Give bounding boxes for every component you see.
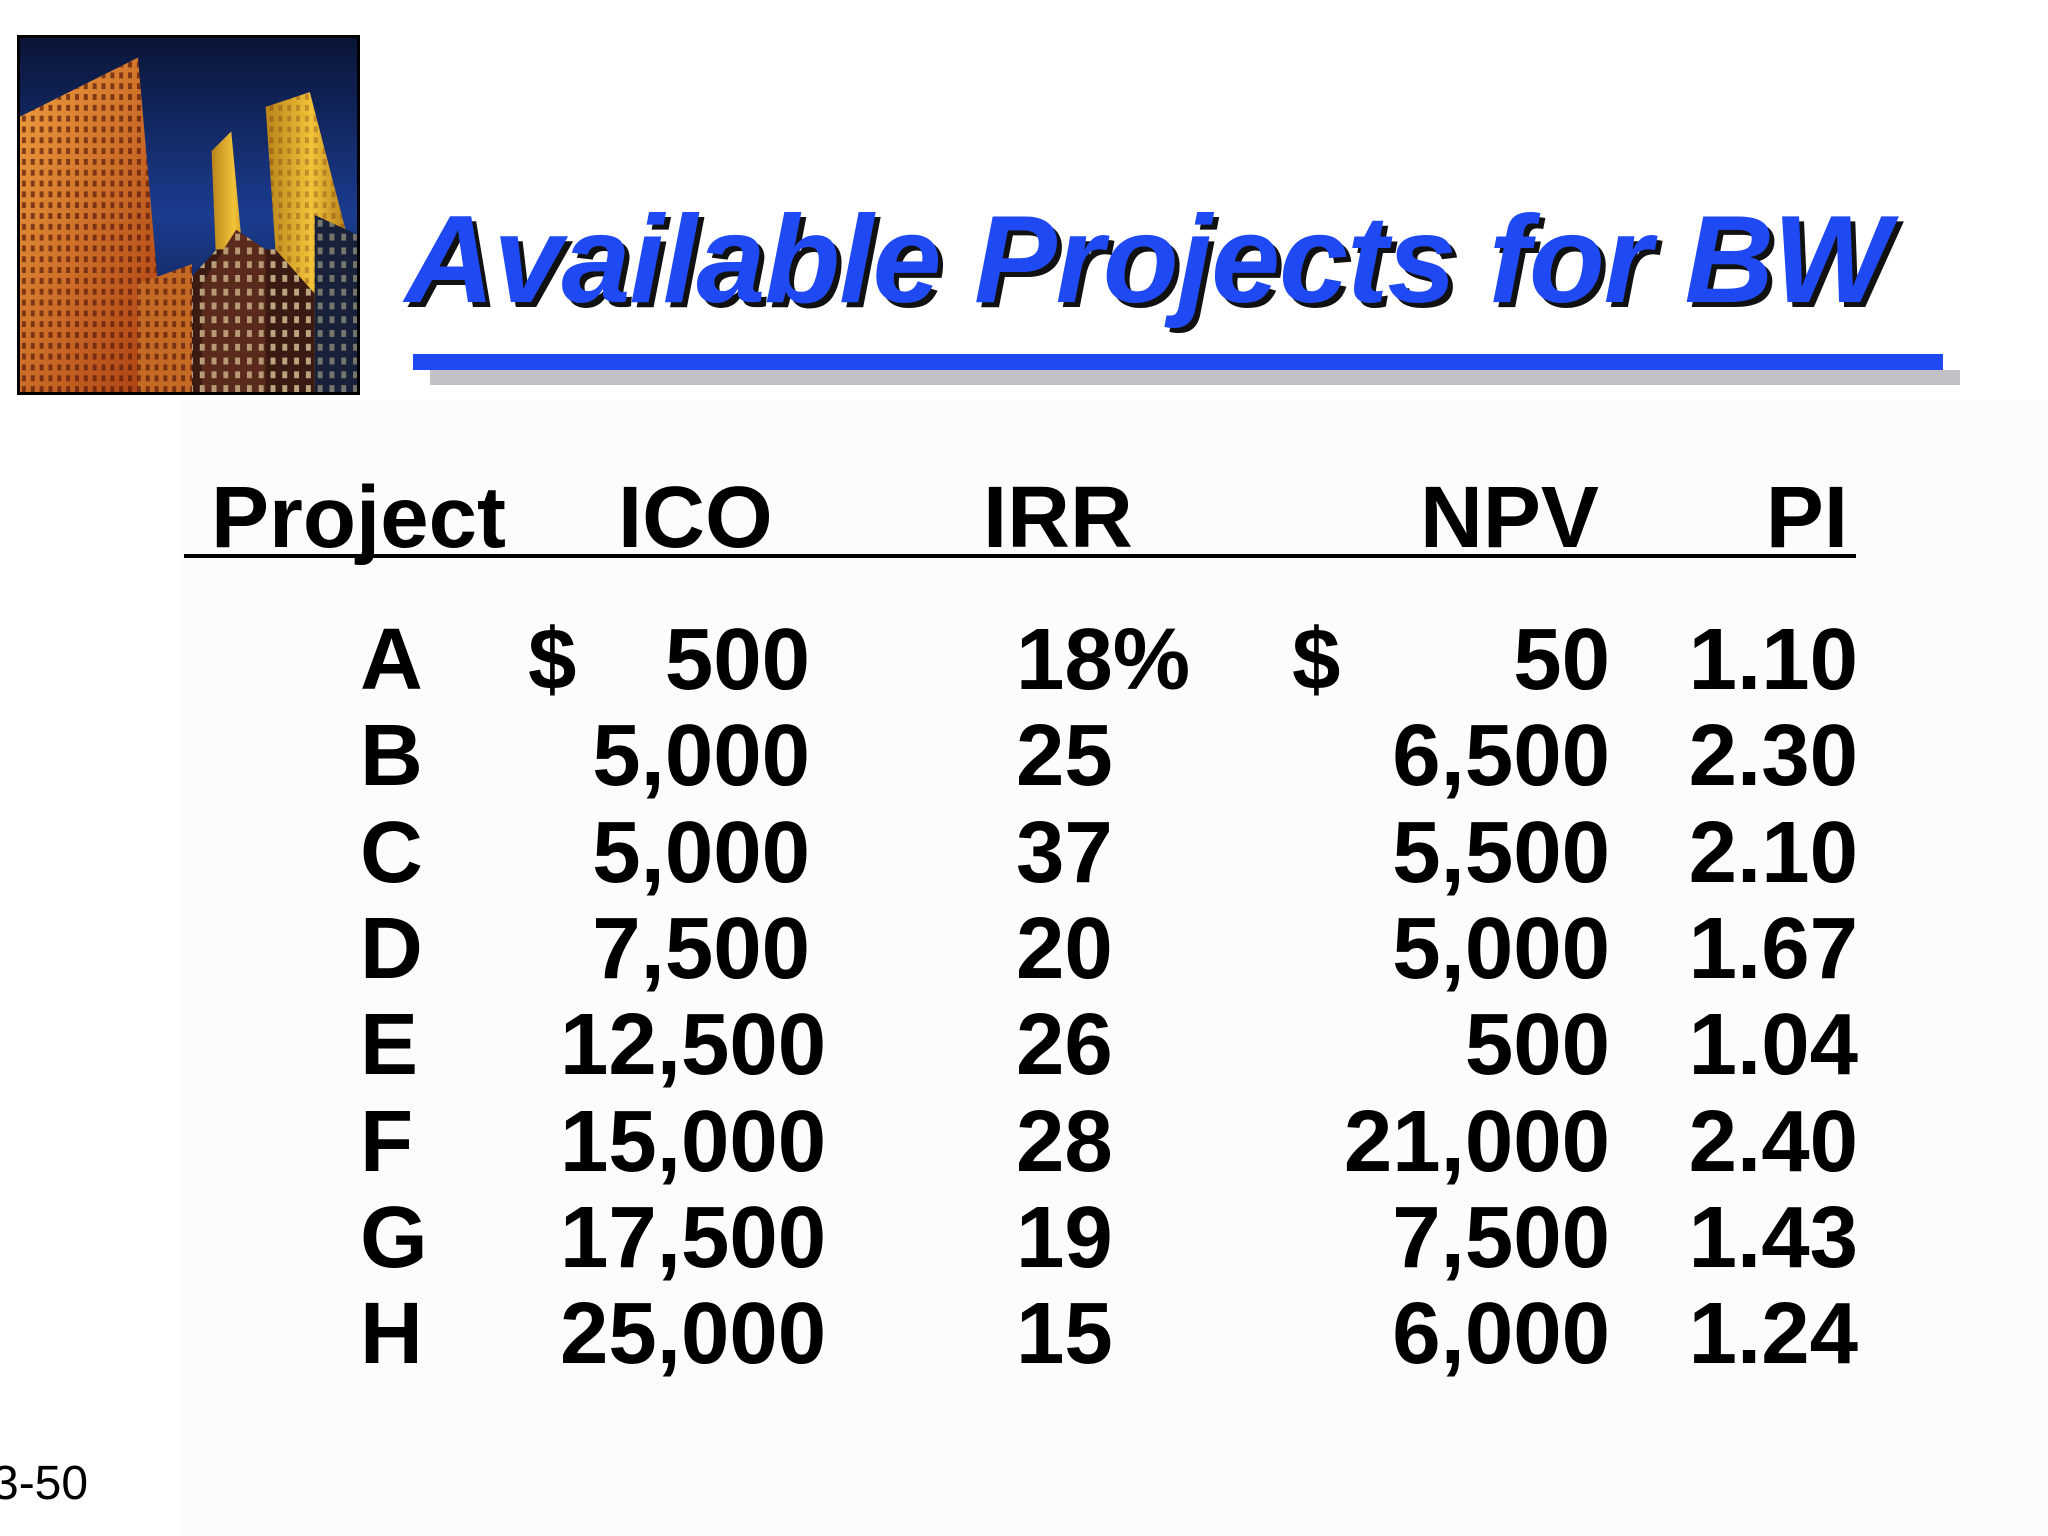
cell-pi: 2.10 bbox=[1688, 804, 1858, 901]
title-underline bbox=[413, 354, 1943, 370]
header-pi: PI bbox=[1765, 469, 1848, 566]
cell-ico: 15,000 bbox=[560, 1093, 827, 1190]
cell-project: B bbox=[360, 707, 423, 804]
cell-irr: 19 bbox=[1016, 1189, 1113, 1286]
cell-npv: 50 bbox=[1513, 611, 1610, 708]
cell-irr: 26 bbox=[1016, 996, 1113, 1093]
cell-irr: 28 bbox=[1016, 1093, 1113, 1190]
cell-npv: 21,000 bbox=[1343, 1093, 1610, 1190]
cell-pi: 2.30 bbox=[1688, 707, 1858, 804]
cell-npv: 6,500 bbox=[1392, 707, 1610, 804]
cell-irr: 15 bbox=[1016, 1285, 1113, 1382]
header-npv: NPV bbox=[1420, 469, 1599, 566]
cell-irr: 25 bbox=[1016, 707, 1113, 804]
slide-number: 3-50 bbox=[0, 1457, 89, 1510]
cell-project: C bbox=[360, 804, 423, 901]
cell-pi: 1.04 bbox=[1688, 996, 1858, 1093]
cell-npv: 5,500 bbox=[1392, 804, 1610, 901]
cell-ico: 25,000 bbox=[560, 1285, 827, 1382]
header-underline bbox=[184, 554, 1856, 558]
cell-npv: 5,000 bbox=[1392, 900, 1610, 997]
cell-ico: 7,500 bbox=[592, 900, 810, 997]
cell-project: G bbox=[360, 1189, 428, 1286]
cell-irr: 37 bbox=[1016, 804, 1113, 901]
cell-ico: 500 bbox=[664, 611, 810, 708]
cell-ico: 5,000 bbox=[592, 804, 810, 901]
header-ico: ICO bbox=[618, 469, 773, 566]
cell-npv-currency: $ bbox=[1292, 611, 1341, 708]
skyscrapers-photo bbox=[17, 35, 360, 395]
cell-npv: 500 bbox=[1464, 996, 1610, 1093]
header-irr: IRR bbox=[983, 469, 1133, 566]
cell-npv: 7,500 bbox=[1392, 1189, 1610, 1286]
cell-ico: 17,500 bbox=[560, 1189, 827, 1286]
cell-pi: 1.24 bbox=[1688, 1285, 1858, 1382]
cell-pi: 1.43 bbox=[1688, 1189, 1858, 1286]
cell-project: D bbox=[360, 900, 423, 997]
cell-pi: 2.40 bbox=[1688, 1093, 1858, 1190]
cell-ico-currency: $ bbox=[528, 611, 577, 708]
cell-project: F bbox=[360, 1093, 414, 1190]
title-underline-shadow bbox=[430, 370, 1960, 385]
cell-pi: 1.10 bbox=[1688, 611, 1858, 708]
cell-project: A bbox=[360, 611, 423, 708]
cell-project: E bbox=[360, 996, 419, 1093]
cell-ico: 5,000 bbox=[592, 707, 810, 804]
cell-irr: 20 bbox=[1016, 900, 1113, 997]
slide-title: Available Projects for BW bbox=[405, 191, 1890, 329]
cell-ico: 12,500 bbox=[560, 996, 827, 1093]
cell-irr: 18% bbox=[1016, 611, 1191, 708]
cell-project: H bbox=[360, 1285, 423, 1382]
cell-pi: 1.67 bbox=[1688, 900, 1858, 997]
header-project: Project bbox=[211, 469, 506, 566]
cell-npv: 6,000 bbox=[1392, 1285, 1610, 1382]
content-panel bbox=[180, 400, 2048, 1536]
